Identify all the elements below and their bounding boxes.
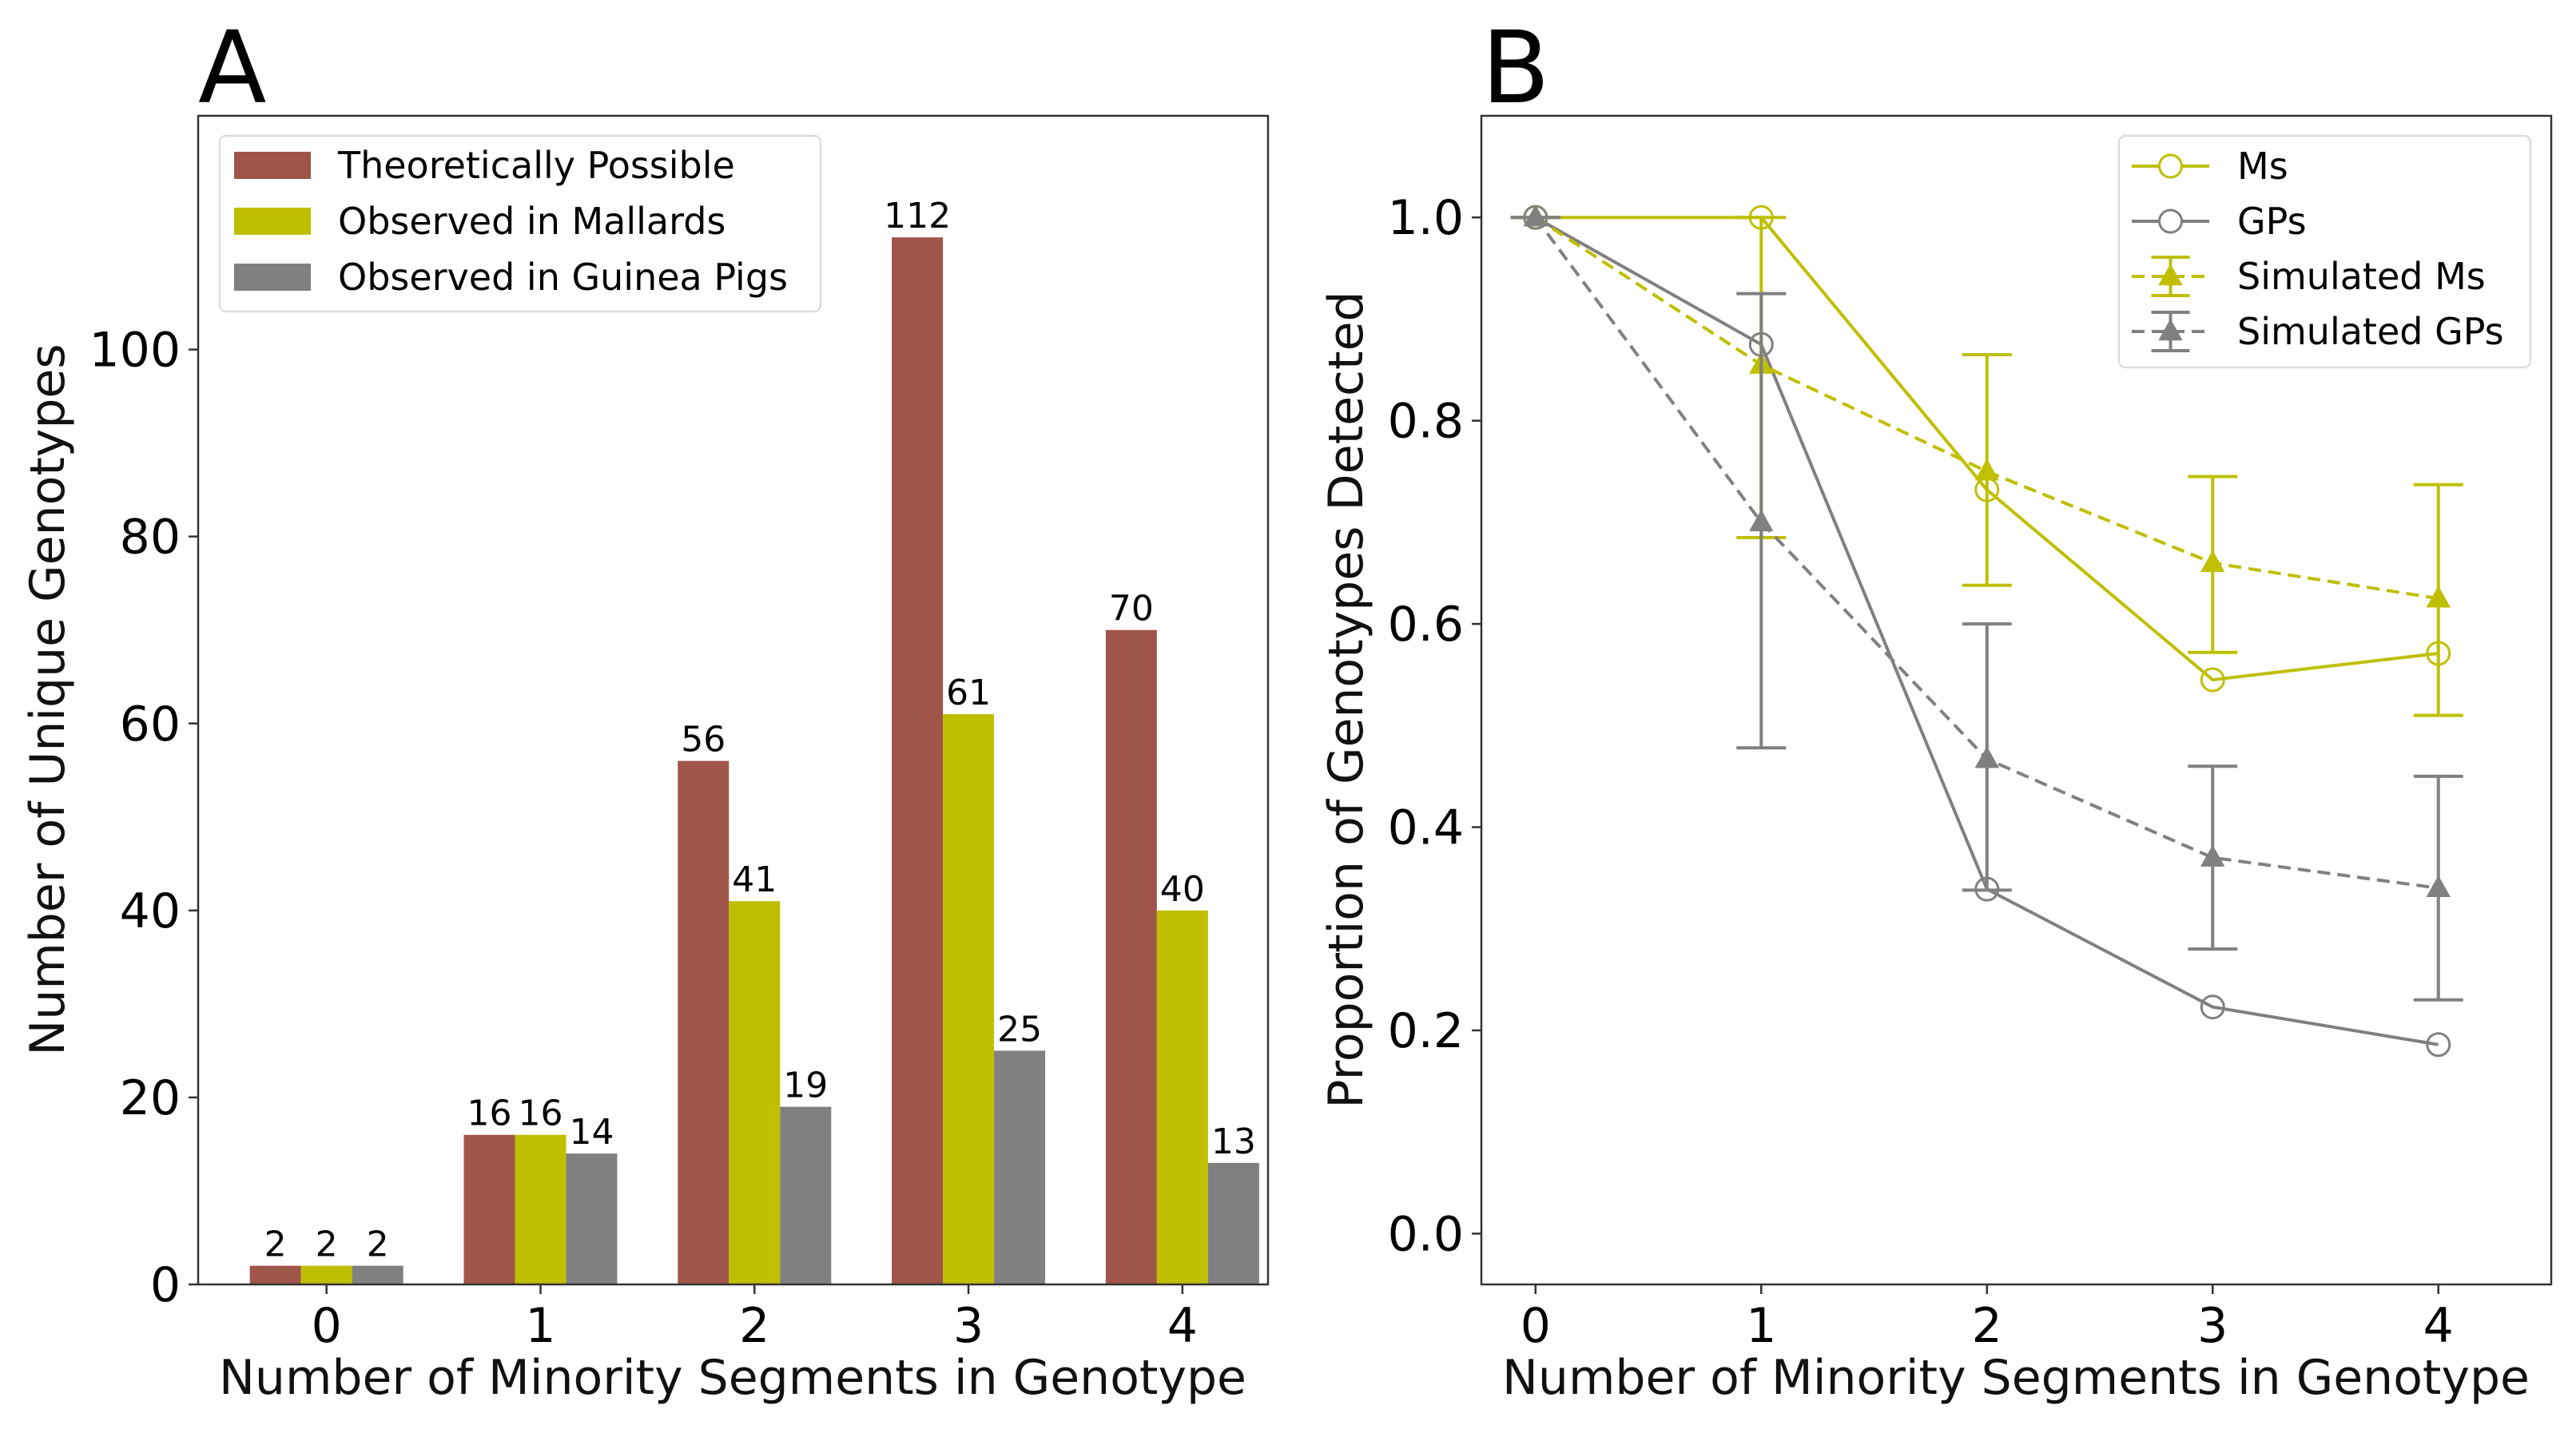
legend-label: Theoretically Possible: [337, 144, 735, 187]
x-tick-label: 3: [953, 1298, 984, 1354]
bar-value-label: 16: [467, 1094, 511, 1134]
bar-value-label: 70: [1109, 589, 1154, 629]
bar: [1207, 1162, 1259, 1284]
bar-value-label: 2: [316, 1225, 338, 1265]
x-tick-label: 0: [1521, 1298, 1551, 1354]
triangle-marker: [2426, 586, 2451, 608]
bar-value-label: 2: [264, 1225, 287, 1265]
x-tick-label: 4: [1167, 1298, 1198, 1354]
triangle-marker: [1974, 458, 1999, 481]
y-tick-label: 80: [120, 510, 181, 566]
circle-marker: [2200, 994, 2225, 1020]
x-tick-label: 1: [525, 1298, 555, 1354]
legend-label: Observed in Guinea Pigs: [338, 256, 788, 299]
legend-label: Ms: [2237, 145, 2288, 188]
a-xlabel: Number of Minority Segments in Genotype: [219, 1350, 1246, 1406]
legend-swatch: [234, 264, 311, 291]
bar: [994, 1050, 1046, 1284]
triangle-marker: [2426, 875, 2451, 898]
bar: [1156, 910, 1208, 1284]
bar: [1105, 629, 1157, 1284]
bar: [352, 1265, 403, 1284]
y-tick-label: 0.4: [1388, 800, 1464, 856]
triangle-marker: [1749, 509, 1774, 532]
bar: [566, 1153, 618, 1284]
legend-label: Observed in Mallards: [338, 200, 725, 243]
legend: [2117, 134, 2532, 369]
a-ylabel: Number of Unique Genotypes: [20, 343, 76, 1055]
bar-value-label: 112: [884, 196, 951, 236]
y-tick-label: 0.0: [1388, 1206, 1464, 1262]
legend-circle-marker: [2158, 153, 2183, 179]
legend-swatch: [234, 152, 311, 179]
y-tick-label: 60: [120, 697, 181, 752]
legend-label: GPs: [2237, 200, 2307, 243]
panel-label-a: A: [198, 10, 267, 126]
y-tick-label: 0.6: [1388, 597, 1464, 653]
x-tick-label: 0: [312, 1298, 342, 1354]
bar: [943, 714, 995, 1284]
b-ylabel: Proportion of Genotypes Detected: [1318, 291, 1374, 1108]
bar-value-label: 40: [1160, 869, 1205, 910]
bar: [300, 1265, 352, 1284]
circle-marker: [2200, 667, 2225, 693]
bar-value-label: 41: [732, 859, 777, 900]
legend-swatch: [234, 208, 311, 235]
x-tick-label: 3: [2197, 1298, 2228, 1354]
y-tick-label: 40: [120, 883, 181, 939]
bar: [892, 237, 944, 1285]
bar-value-label: 56: [681, 720, 725, 760]
triangle-marker: [2200, 844, 2225, 867]
x-tick-label: 4: [2423, 1298, 2454, 1354]
legend-triangle-marker: [2158, 319, 2183, 341]
legend: [218, 134, 822, 313]
bar: [515, 1134, 566, 1284]
bar: [678, 760, 729, 1284]
axes-frame: [197, 114, 1270, 1286]
legend-triangle-marker: [2158, 264, 2183, 286]
axes-frame: [1480, 114, 2553, 1286]
bar: [249, 1265, 301, 1284]
bar: [729, 901, 781, 1284]
bar-value-label: 61: [946, 673, 991, 713]
bar: [463, 1134, 515, 1284]
bar-value-label: 13: [1211, 1121, 1256, 1162]
triangle-marker: [2200, 550, 2225, 572]
panel-label-b: B: [1481, 10, 1550, 126]
bar-value-label: 19: [783, 1066, 828, 1106]
bar-value-label: 14: [569, 1112, 614, 1153]
circle-marker: [2426, 1032, 2451, 1058]
y-tick-label: 0.2: [1388, 1003, 1464, 1059]
b-xlabel: Number of Minority Segments in Genotype: [1502, 1350, 2530, 1406]
triangle-marker: [1523, 204, 1548, 227]
x-tick-label: 2: [739, 1298, 769, 1354]
bar-value-label: 2: [367, 1225, 389, 1265]
bar-value-label: 16: [518, 1094, 563, 1134]
legend-label: Simulated GPs: [2237, 310, 2504, 353]
y-tick-label: 20: [120, 1070, 181, 1126]
x-tick-label: 2: [1972, 1298, 2002, 1354]
y-tick-label: 0.8: [1388, 394, 1464, 450]
x-tick-label: 1: [1746, 1298, 1776, 1354]
y-tick-label: 100: [89, 323, 181, 379]
triangle-marker: [1974, 746, 1999, 768]
legend-label: Simulated Ms: [2237, 255, 2486, 298]
y-tick-label: 0: [150, 1257, 181, 1313]
y-tick-label: 1.0: [1388, 190, 1464, 246]
bar: [780, 1106, 832, 1284]
bar-value-label: 25: [997, 1009, 1042, 1050]
legend-circle-marker: [2158, 208, 2183, 234]
